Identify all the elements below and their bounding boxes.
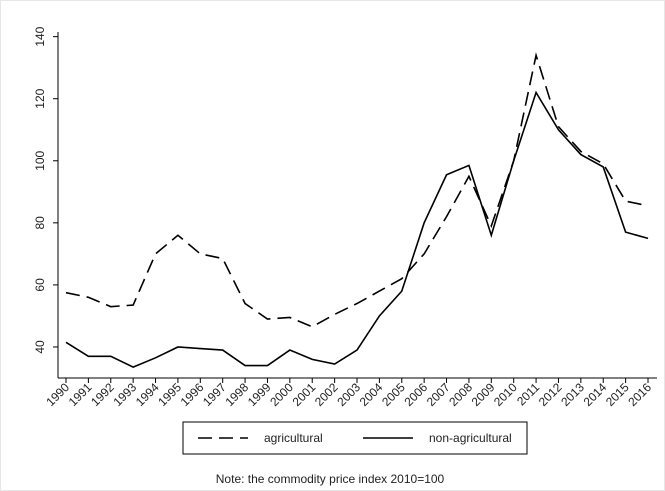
legend-label: agricultural <box>264 431 323 445</box>
y-tick-label: 60 <box>33 278 47 292</box>
legend-label: non-agricultural <box>429 431 512 445</box>
legend-box <box>182 421 528 455</box>
series-line <box>65 52 649 328</box>
y-tick-label: 140 <box>33 26 47 46</box>
series-line <box>65 90 649 369</box>
y-tick-label: 120 <box>33 88 47 108</box>
y-tick-label: 80 <box>33 216 47 230</box>
y-tick-label: 100 <box>33 150 47 170</box>
y-tick-label: 40 <box>33 340 47 354</box>
note: Note: the commodity price index 2010=100 <box>216 472 445 486</box>
